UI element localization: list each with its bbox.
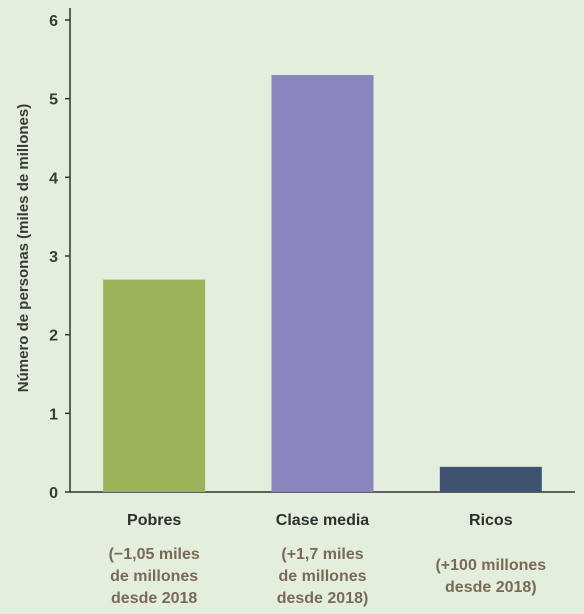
y-tick-label: 1 (49, 406, 58, 423)
bars (103, 75, 542, 493)
y-axis-label: Número de personas (miles de millones) (15, 104, 32, 392)
y-tick-label: 6 (49, 13, 58, 30)
y-tick-label: 2 (49, 328, 58, 345)
bar-ricos (439, 466, 542, 492)
bar-clase-media (271, 75, 374, 493)
category-note: de millones (278, 568, 366, 585)
category-labels: Pobres (−1,05 miles de millones desde 2018 C… (109, 512, 547, 607)
y-tick-label: 3 (49, 249, 58, 266)
category-note: desde 2018) (277, 590, 369, 607)
y-tick-label: 5 (49, 92, 58, 109)
y-tick-label: 0 (49, 485, 58, 502)
x-category-label: Clase media (276, 512, 369, 529)
category-note: desde 2018 (111, 590, 197, 607)
category-note: de millones (110, 568, 198, 585)
category-note: desde 2018) (445, 579, 537, 596)
bar-pobres (103, 279, 206, 492)
y-tick-label: 4 (49, 170, 58, 187)
category-note: (−1,05 miles (109, 546, 200, 563)
x-category-label: Ricos (469, 512, 513, 529)
category-note: (+100 millones (435, 557, 546, 574)
x-category-label: Pobres (127, 512, 181, 529)
category-note: (+1,7 miles (281, 546, 363, 563)
